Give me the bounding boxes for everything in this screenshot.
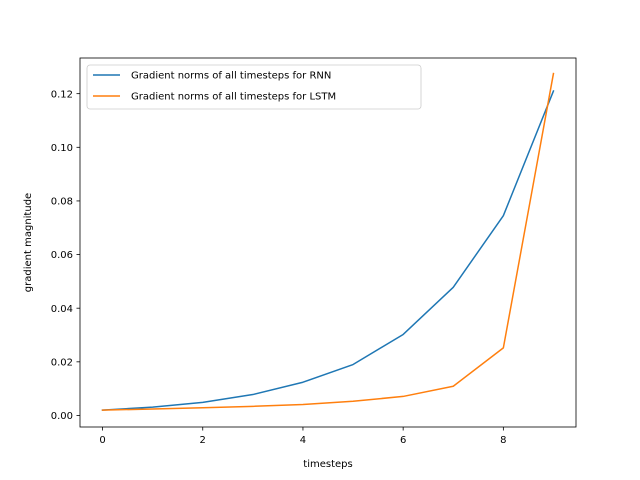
plot-frame	[79, 57, 577, 428]
x-tick-label: 4	[300, 435, 306, 446]
x-axis-label: timesteps	[303, 459, 352, 470]
x-tick-label: 0	[99, 435, 105, 446]
x-tick-label: 6	[400, 435, 406, 446]
series-line-lstm	[101, 72, 555, 411]
legend-label: Gradient norms of all timesteps for RNN	[131, 71, 331, 82]
y-axis: 0.00 0.02 0.04 0.06 0.08 0.10 0.12	[51, 89, 80, 422]
legend: Gradient norms of all timesteps for RNN G…	[86, 64, 422, 110]
x-tick-label: 8	[500, 435, 506, 446]
x-tick-label: 2	[200, 435, 206, 446]
y-tick-label: 0.10	[51, 143, 73, 154]
y-tick-label: 0.02	[51, 357, 73, 368]
y-tick-label: 0.06	[51, 250, 73, 261]
y-axis-label: gradient magnitude	[23, 193, 34, 292]
y-tick-label: 0.04	[51, 304, 73, 315]
y-tick-label: 0.12	[51, 89, 73, 100]
x-axis: 0 2 4 6 8	[99, 427, 507, 446]
plot-lines	[101, 72, 555, 411]
legend-label: Gradient norms of all timesteps for LSTM	[131, 92, 336, 103]
y-tick-label: 0.00	[51, 411, 73, 422]
series-line-rnn	[101, 90, 555, 411]
legend-box	[86, 64, 422, 110]
y-tick-label: 0.08	[51, 197, 73, 208]
